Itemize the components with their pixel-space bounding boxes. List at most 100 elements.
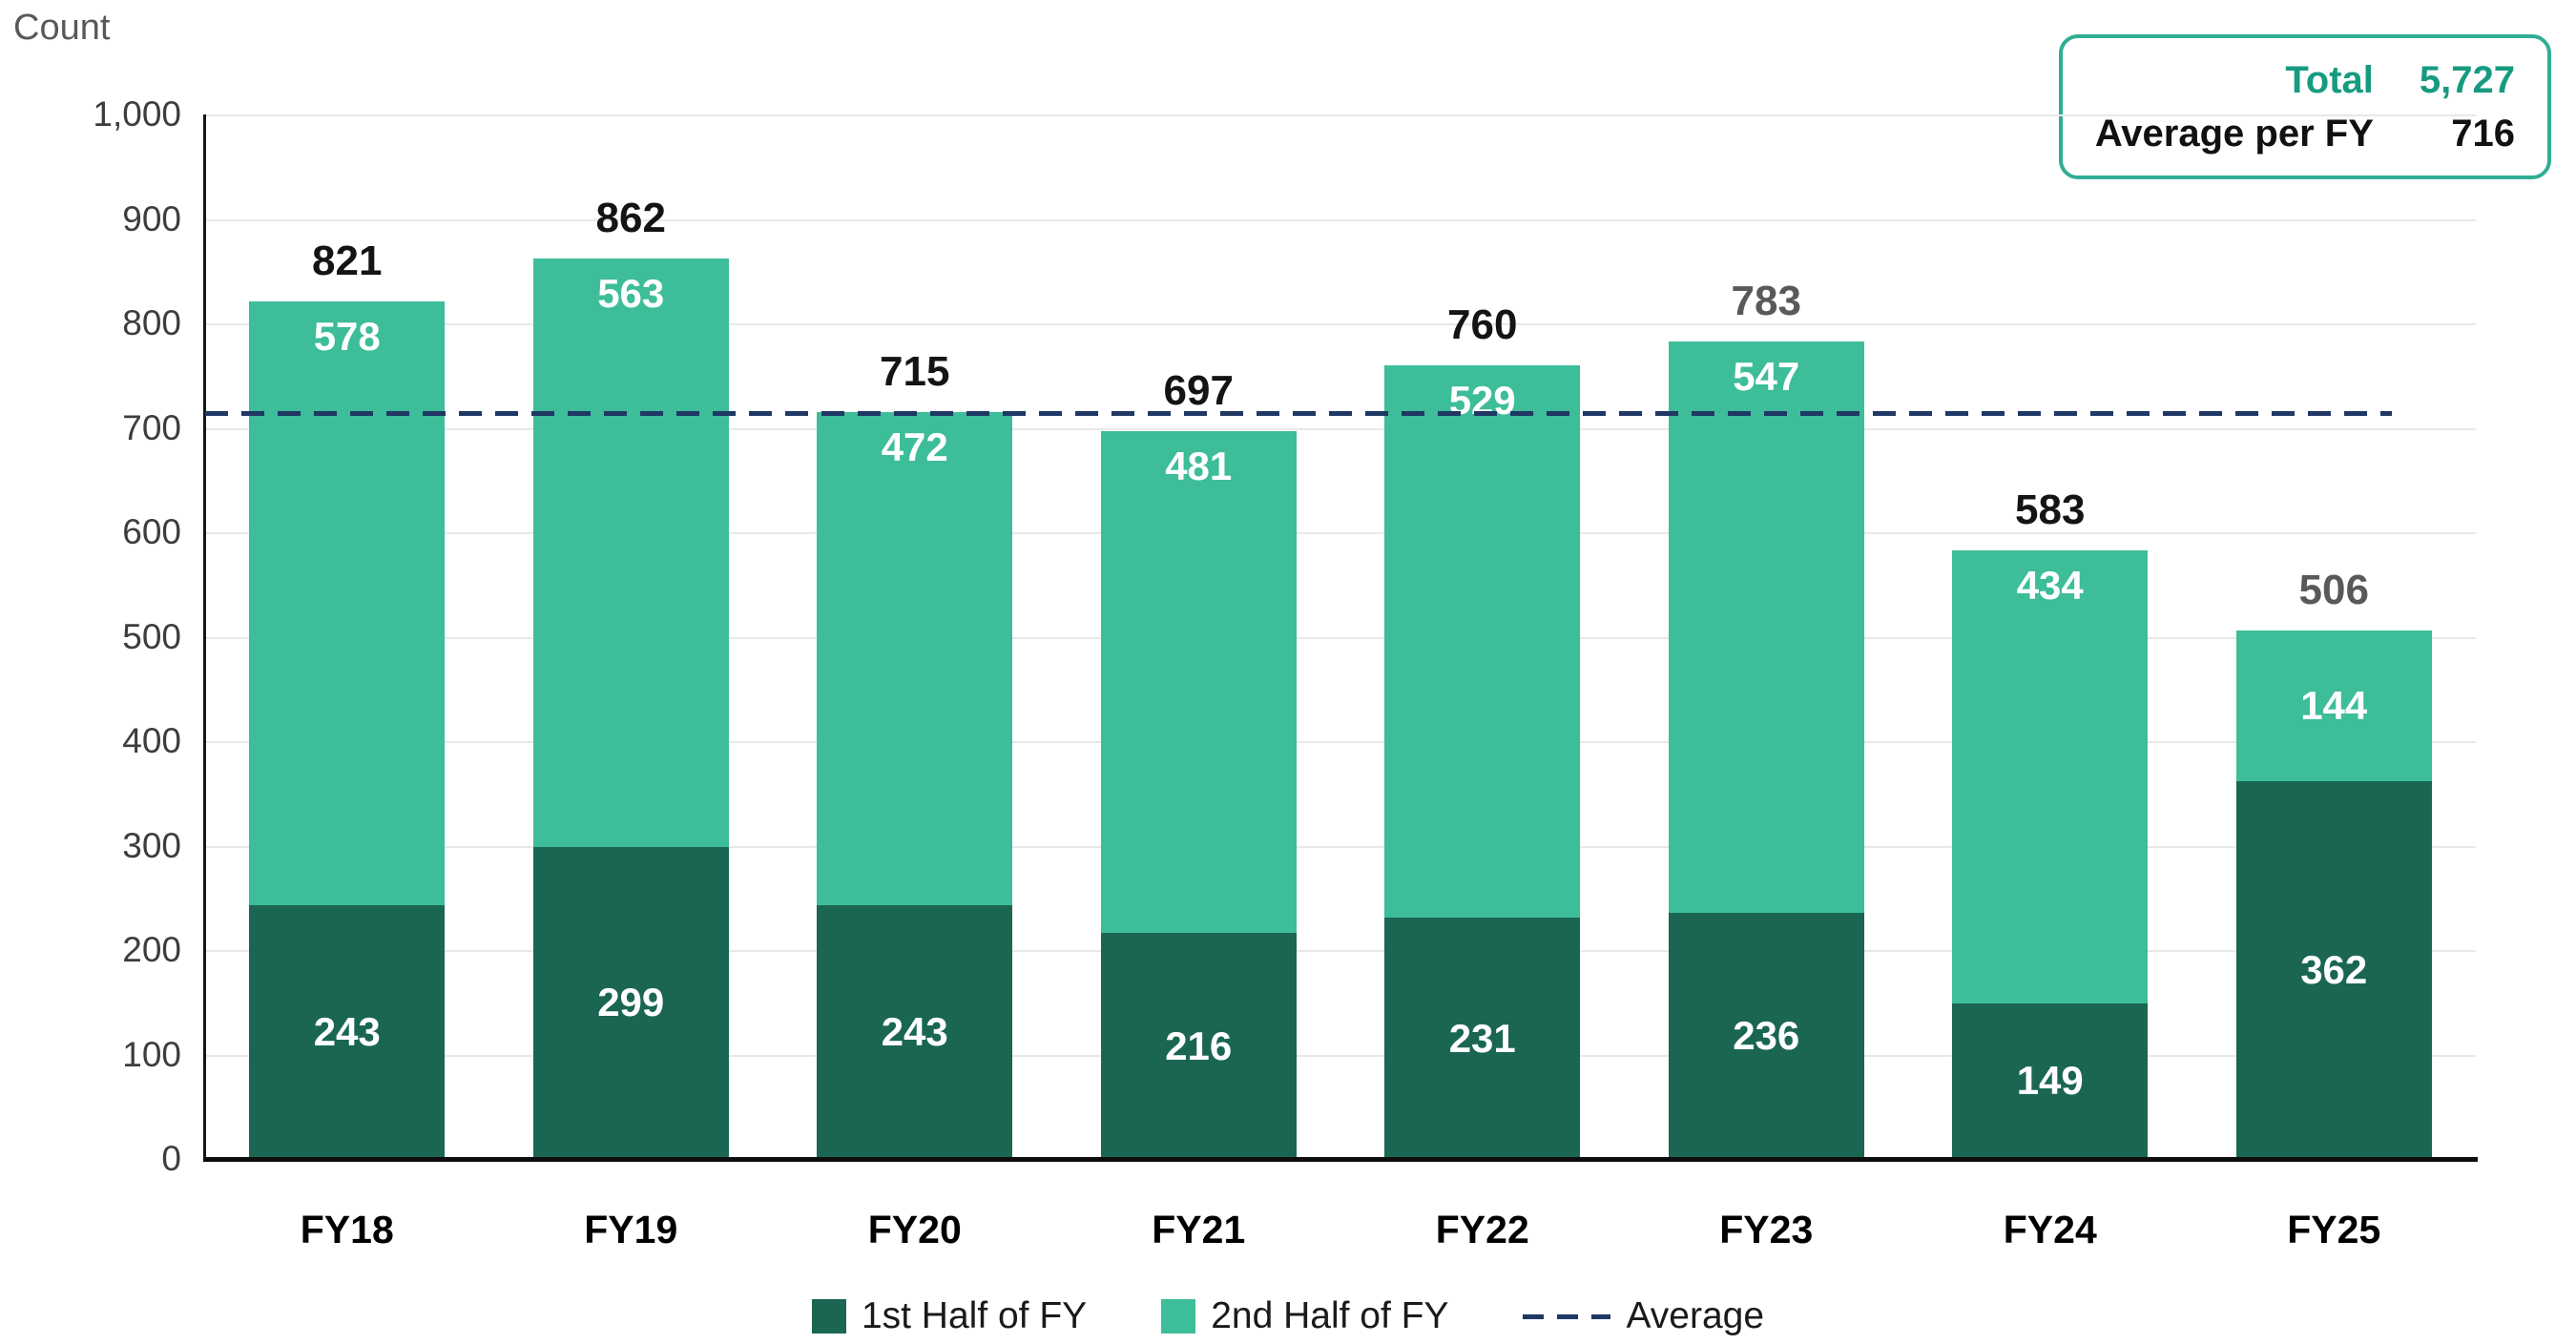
bar-segment-value: 216 <box>1165 1023 1233 1068</box>
bar-segment-value: 362 <box>2300 946 2368 992</box>
gridline <box>205 950 2476 952</box>
bar-column: 783 547 236 <box>1625 114 1909 1159</box>
y-tick-label: 600 <box>122 512 181 551</box>
y-axis-title: Count <box>13 8 111 48</box>
stacked-bar: 578 243 <box>249 301 446 1159</box>
y-tick-label: 500 <box>122 616 181 656</box>
gridline <box>205 114 2476 116</box>
x-axis-line <box>203 1157 2478 1162</box>
gridline <box>205 427 2476 430</box>
y-tick-label: 200 <box>122 930 181 969</box>
bar-segment-1st-half: 299 <box>532 846 729 1159</box>
bar-total-label: 583 <box>2015 486 2086 533</box>
stacked-bar: 563 299 <box>532 258 729 1159</box>
gridline <box>205 218 2476 221</box>
bar-column: 862 563 299 <box>489 114 774 1159</box>
legend-average-dash-icon <box>1523 1313 1611 1319</box>
gridline <box>205 636 2476 639</box>
bar-total-label: 715 <box>880 348 950 396</box>
bar-segment-value: 243 <box>881 1008 948 1054</box>
bar-segment-value: 243 <box>313 1008 381 1054</box>
stacked-bar: 529 231 <box>1384 364 1581 1159</box>
x-axis-label: FY20 <box>867 1208 962 1251</box>
bar-segment-2nd-half: 563 <box>532 258 729 847</box>
gridline <box>205 532 2476 534</box>
bar-segment-2nd-half: 529 <box>1384 364 1581 919</box>
y-tick-label: 700 <box>122 407 181 447</box>
bar-segment-value: 481 <box>1165 443 1233 488</box>
average-line <box>205 410 2392 416</box>
bar-segment-1st-half: 362 <box>2235 780 2432 1159</box>
bar-segment-1st-half: 236 <box>1668 912 1864 1159</box>
x-axis-label: FY22 <box>1435 1208 1529 1251</box>
x-axis-label: FY18 <box>300 1208 394 1251</box>
y-tick-label: 800 <box>122 303 181 342</box>
bar-segment-1st-half: 231 <box>1384 918 1581 1159</box>
gridline <box>205 845 2476 848</box>
legend-label: 1st Half of FY <box>861 1295 1088 1336</box>
gridline <box>205 323 2476 325</box>
bar-total-label: 697 <box>1163 366 1234 414</box>
bar-segment-value: 236 <box>1733 1012 1800 1058</box>
y-tick-label: 400 <box>122 721 181 760</box>
bar-total-label: 821 <box>312 238 383 285</box>
y-tick-label: 0 <box>161 1139 181 1178</box>
legend-swatch-icon <box>811 1299 846 1334</box>
bar-segment-value: 472 <box>881 424 948 470</box>
summary-box: Total 5,727 Average per FY 716 <box>2058 34 2551 179</box>
x-axis-label: FY19 <box>584 1208 678 1251</box>
y-tick-label: 300 <box>122 825 181 865</box>
bar-segment-2nd-half: 578 <box>249 301 446 905</box>
legend: 1st Half of FY 2nd Half of FY Average <box>0 1295 2576 1337</box>
y-axis-line <box>203 114 206 1159</box>
summary-total-label: Total <box>2285 59 2374 101</box>
bar-segment-value: 547 <box>1733 353 1800 399</box>
bar-segment-1st-half: 243 <box>249 904 446 1159</box>
bar-segment-1st-half: 149 <box>1952 1003 2149 1159</box>
gridline <box>205 741 2476 743</box>
stacked-bar: 144 362 <box>2235 630 2432 1159</box>
bars-layer: 821 578 243 862 563 299 715 472 243 697 481 216 760 5… <box>205 114 2476 1159</box>
stacked-bar: 472 243 <box>817 412 1013 1159</box>
bar-column: 715 472 243 <box>773 114 1057 1159</box>
bar-segment-value: 578 <box>313 314 381 360</box>
bar-segment-1st-half: 243 <box>817 904 1013 1159</box>
bar-total-label: 760 <box>1447 300 1518 348</box>
bar-column: 760 529 231 <box>1340 114 1625 1159</box>
gridline <box>205 1054 2476 1057</box>
stacked-bar: 434 149 <box>1952 549 2149 1159</box>
y-tick-label: 1,000 <box>93 94 181 134</box>
bar-segment-2nd-half: 481 <box>1100 430 1297 934</box>
x-axis-label: FY23 <box>1719 1208 1814 1251</box>
summary-average-label: Average per FY <box>2094 113 2374 155</box>
bar-segment-value: 231 <box>1448 1015 1516 1061</box>
bar-segment-2nd-half: 547 <box>1668 341 1864 913</box>
bar-column: 583 434 149 <box>1908 114 2192 1159</box>
x-axis-label: FY25 <box>2287 1208 2381 1251</box>
bar-column: 506 144 362 <box>2192 114 2477 1159</box>
x-axis-label: FY21 <box>1152 1208 1246 1251</box>
bar-segment-value: 144 <box>2300 682 2368 728</box>
bar-segment-value: 149 <box>2016 1058 2084 1104</box>
bar-segment-value: 299 <box>597 980 665 1025</box>
bar-segment-2nd-half: 472 <box>817 412 1013 905</box>
bar-segment-2nd-half: 144 <box>2235 630 2432 781</box>
legend-swatch-icon <box>1161 1299 1196 1334</box>
summary-average-value: 716 <box>2451 113 2515 155</box>
bar-total-label: 783 <box>1731 277 1801 324</box>
bar-column: 697 481 216 <box>1057 114 1341 1159</box>
bar-segment-value: 563 <box>597 271 665 317</box>
bar-segment-value: 434 <box>2016 562 2084 608</box>
y-tick-label: 900 <box>122 198 181 238</box>
legend-item: 2nd Half of FY <box>1161 1295 1448 1337</box>
bar-segment-2nd-half: 434 <box>1952 549 2149 1003</box>
legend-label: Average <box>1626 1295 1765 1336</box>
summary-total-value: 5,727 <box>2419 59 2515 101</box>
bar-total-label: 862 <box>595 195 666 242</box>
stacked-bar: 547 236 <box>1668 341 1864 1159</box>
bar-total-label: 506 <box>2298 566 2369 613</box>
x-axis-labels: FY18 FY19 FY20 FY21 FY22 FY23 FY24 FY25 <box>205 1208 2476 1252</box>
bar-column: 821 578 243 <box>205 114 489 1159</box>
stacked-bar: 481 216 <box>1100 430 1297 1159</box>
